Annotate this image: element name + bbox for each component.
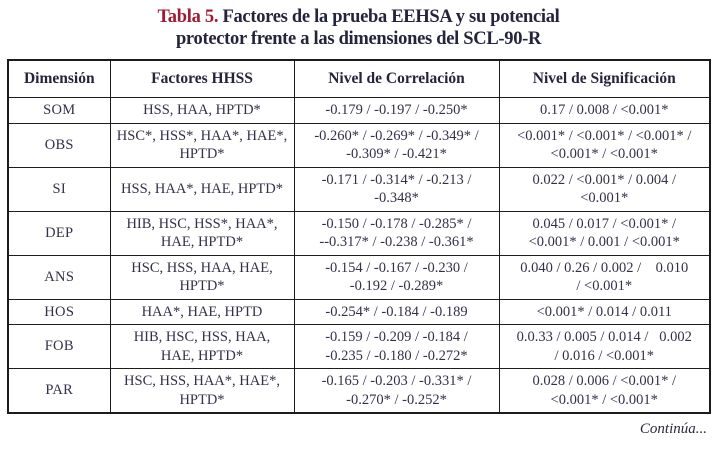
continuation-note: Continúa... xyxy=(639,421,707,437)
cell-dimension: HOS xyxy=(7,298,111,325)
cell-factores: HSS, HAA*, HAE, HPTD* xyxy=(109,166,295,212)
cell-correlacion: -0.165 / -0.203 / -0.331* / -0.270* / -0… xyxy=(293,368,500,414)
cell-dimension: SOM xyxy=(7,97,111,124)
table-number-label: Tabla 5. xyxy=(157,7,219,27)
cell-significacion: 0.045 / 0.017 / <0.001* / <0.001* / 0.00… xyxy=(498,210,711,256)
table-title: Tabla 5. Factores de la prueba EEHSA y s… xyxy=(0,0,717,50)
cell-significacion: 0.022 / <0.001* / 0.004 / <0.001* xyxy=(498,166,711,212)
cell-correlacion: -0.254* / -0.184 / -0.189 xyxy=(293,298,500,325)
cell-dimension: ANS xyxy=(7,254,111,300)
table-row: PAR HSC, HSS, HAA*, HAE*, HPTD* -0.165 /… xyxy=(7,368,711,414)
cell-significacion: 0.028 / 0.006 / <0.001* / <0.001* / <0.0… xyxy=(498,368,711,414)
cell-factores: HIB, HSC, HSS, HAA, HAE, HPTD* xyxy=(109,324,295,369)
cell-dimension: OBS xyxy=(7,122,111,168)
cell-factores: HSC, HSS, HAA*, HAE*, HPTD* xyxy=(109,368,295,414)
header-dimension: Dimensión xyxy=(7,59,111,98)
cell-significacion: <0.001* / <0.001* / <0.001* / <0.001* / … xyxy=(498,122,711,168)
table-row: HOS HAA*, HAE, HPTD -0.254* / -0.184 / -… xyxy=(7,298,711,325)
cell-significacion: <0.001* / 0.014 / 0.011 xyxy=(498,298,711,325)
title-line-1: Tabla 5. Factores de la prueba EEHSA y s… xyxy=(0,6,717,28)
cell-dimension: PAR xyxy=(7,368,111,414)
cell-correlacion: -0.150 / -0.178 / -0.285* / --0.317* / -… xyxy=(293,210,500,256)
cell-factores: HSS, HAA, HPTD* xyxy=(109,97,295,124)
table-row: ANS HSC, HSS, HAA, HAE, HPTD* -0.154 / -… xyxy=(7,254,711,300)
cell-factores: HAA*, HAE, HPTD xyxy=(109,298,295,325)
table-row: SOM HSS, HAA, HPTD* -0.179 / -0.197 / -0… xyxy=(7,97,711,124)
table-row: SI HSS, HAA*, HAE, HPTD* -0.171 / -0.314… xyxy=(7,166,711,212)
cell-factores: HSC*, HSS*, HAA*, HAE*, HPTD* xyxy=(109,122,295,168)
header-row: Dimensión Factores HHSS Nivel de Correla… xyxy=(7,59,711,98)
cell-dimension: FOB xyxy=(7,324,111,369)
cell-correlacion: -0.154 / -0.167 / -0.230 / -0.192 / -0.2… xyxy=(293,254,500,300)
cell-correlacion: -0.171 / -0.314* / -0.213 / -0.348* xyxy=(293,166,500,212)
table-row: OBS HSC*, HSS*, HAA*, HAE*, HPTD* -0.260… xyxy=(7,122,711,168)
cell-significacion: 0.0.33 / 0.005 / 0.014 / 0.002 / 0.016 /… xyxy=(498,324,711,369)
table-row: FOB HIB, HSC, HSS, HAA, HAE, HPTD* -0.15… xyxy=(7,324,711,369)
cell-factores: HSC, HSS, HAA, HAE, HPTD* xyxy=(109,254,295,300)
table-row: DEP HIB, HSC, HSS*, HAA*, HAE, HPTD* -0.… xyxy=(7,210,711,256)
header-significacion: Nivel de Significación xyxy=(498,59,711,98)
header-factores: Factores HHSS xyxy=(109,59,295,98)
cell-factores: HIB, HSC, HSS*, HAA*, HAE, HPTD* xyxy=(109,210,295,256)
cell-significacion: 0.17 / 0.008 / <0.001* xyxy=(498,97,711,124)
header-correlacion: Nivel de Correlación xyxy=(293,59,500,98)
cell-dimension: DEP xyxy=(7,210,111,256)
cell-dimension: SI xyxy=(7,166,111,212)
cell-correlacion: -0.159 / -0.209 / -0.184 / -0.235 / -0.1… xyxy=(293,324,500,369)
cell-correlacion: -0.260* / -0.269* / -0.349* / -0.309* / … xyxy=(293,122,500,168)
cell-significacion: 0.040 / 0.26 / 0.002 / 0.010 / <0.001* xyxy=(498,254,711,300)
title-line1-text: Factores de la prueba EEHSA y su potenci… xyxy=(222,7,560,27)
cell-correlacion: -0.179 / -0.197 / -0.250* xyxy=(293,97,500,124)
title-line-2: protector frente a las dimensiones del S… xyxy=(175,29,542,49)
results-table: Dimensión Factores HHSS Nivel de Correla… xyxy=(7,59,711,414)
